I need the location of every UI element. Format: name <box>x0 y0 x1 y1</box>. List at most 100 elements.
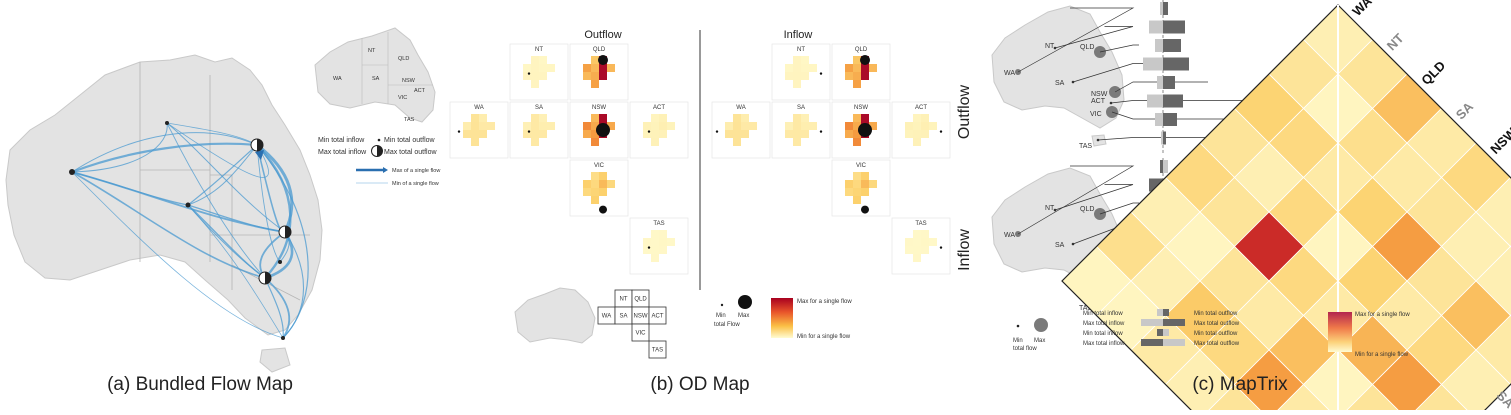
mt-legend-max-single: Max for a single flow <box>1355 312 1410 318</box>
tasmania <box>260 348 290 372</box>
od-subcell <box>853 64 861 72</box>
od-legend-max: Max <box>738 313 749 319</box>
od-subcell <box>733 130 741 138</box>
od-subcell <box>659 130 667 138</box>
od-cell-label: NSW <box>854 105 868 111</box>
od-outflow-title: Outflow <box>584 29 621 41</box>
grid-legend-tas: TAS <box>649 341 666 358</box>
od-subcell <box>845 64 853 72</box>
od-subcell <box>583 72 591 80</box>
od-subcell <box>793 130 801 138</box>
inset-australia <box>315 28 435 122</box>
od-subcell <box>913 230 921 238</box>
od-subcell <box>591 196 599 204</box>
od-dot <box>820 130 822 132</box>
australia-map <box>6 55 322 335</box>
od-subcell <box>725 130 733 138</box>
od-subcell <box>869 64 877 72</box>
od-subcell <box>921 238 929 246</box>
od-small-map <box>515 288 595 343</box>
od-subcell <box>531 122 539 130</box>
od-subcell <box>793 56 801 64</box>
od-subcell <box>921 230 929 238</box>
od-cell-sa: SA <box>772 102 830 158</box>
od-subcell <box>659 246 667 254</box>
outflow-bar-right <box>1163 76 1175 89</box>
node-wa <box>69 169 75 175</box>
od-subcell <box>921 114 929 122</box>
diag-label-upper: SA <box>1453 99 1477 123</box>
od-subcell <box>809 122 817 130</box>
od-cell-label: ACT <box>653 105 665 111</box>
inflow-bar-right <box>1163 160 1168 173</box>
od-subcell <box>793 80 801 88</box>
od-subcell <box>913 114 921 122</box>
od-subcell <box>523 64 531 72</box>
od-subcell <box>583 122 591 130</box>
outflow-bar-left <box>1160 2 1163 15</box>
od-subcell <box>599 172 607 180</box>
od-subcell <box>725 122 733 130</box>
od-subcell <box>793 72 801 80</box>
od-legend-min-single: Min for a single flow <box>797 334 851 340</box>
maptrix-state-label: QLD <box>1080 44 1094 51</box>
outflow-bar-right <box>1163 132 1166 145</box>
legend-min-inflow: Min total inflow <box>318 137 365 144</box>
od-cell-label: QLD <box>593 47 606 53</box>
od-subcell <box>651 114 659 122</box>
maptrix-inflow-label: Inflow <box>956 229 973 271</box>
od-cell-act: ACT <box>892 102 950 158</box>
od-cell-act: ACT <box>630 102 688 158</box>
od-subcell <box>801 56 809 64</box>
od-subcell <box>785 72 793 80</box>
mt-legend-bar-left <box>1157 329 1163 336</box>
od-subcell <box>531 80 539 88</box>
od-dot <box>596 123 610 137</box>
od-cell-nsw: NSW <box>832 102 890 158</box>
od-dot <box>940 246 942 248</box>
grid-legend-sa: SA <box>615 307 632 324</box>
od-legend-max-dot <box>738 295 752 309</box>
maptrix-state-label: WA <box>1004 232 1015 239</box>
od-subcell <box>651 246 659 254</box>
od-subcell <box>659 230 667 238</box>
legend-max-inflow: Max total inflow <box>318 149 367 156</box>
mt-legend-bar-left <box>1157 309 1163 316</box>
legend-max-node-fill <box>377 146 383 157</box>
caption-c: (c) MapTrix <box>1192 374 1288 395</box>
od-subcell <box>853 188 861 196</box>
od-cell-label: SA <box>535 105 543 111</box>
od-subcell <box>591 72 599 80</box>
grid-legend-wa: WA <box>598 307 615 324</box>
inset-label-nt: NT <box>368 48 376 54</box>
od-subcell <box>853 172 861 180</box>
od-subcell <box>801 122 809 130</box>
grid-legend-label: SA <box>619 314 627 320</box>
maptrix-state-label: SA <box>1055 80 1065 87</box>
od-subcell <box>479 114 487 122</box>
od-subcell <box>591 56 599 64</box>
od-subcell <box>607 64 615 72</box>
od-subcell <box>845 188 853 196</box>
od-subcell <box>905 246 913 254</box>
diag-label-upper: NSW <box>1487 124 1511 157</box>
grid-legend-label: NT <box>620 297 628 303</box>
node-act <box>278 260 282 264</box>
od-subcell <box>667 238 675 246</box>
mt-legend-bar-right <box>1163 329 1169 336</box>
od-subcell <box>471 114 479 122</box>
mt-legend-bar-right <box>1163 319 1185 326</box>
od-subcell <box>793 122 801 130</box>
od-cell-nt: NT <box>772 44 830 100</box>
inset-label-qld: QLD <box>398 56 409 62</box>
od-subcell <box>921 122 929 130</box>
node-sa <box>186 203 191 208</box>
od-subcell <box>599 114 607 122</box>
mt-legend-left: Max total inflow <box>1083 341 1125 347</box>
od-subcell <box>539 130 547 138</box>
od-cell-label: WA <box>736 105 745 111</box>
mt-legend-left: Max total inflow <box>1083 321 1125 327</box>
